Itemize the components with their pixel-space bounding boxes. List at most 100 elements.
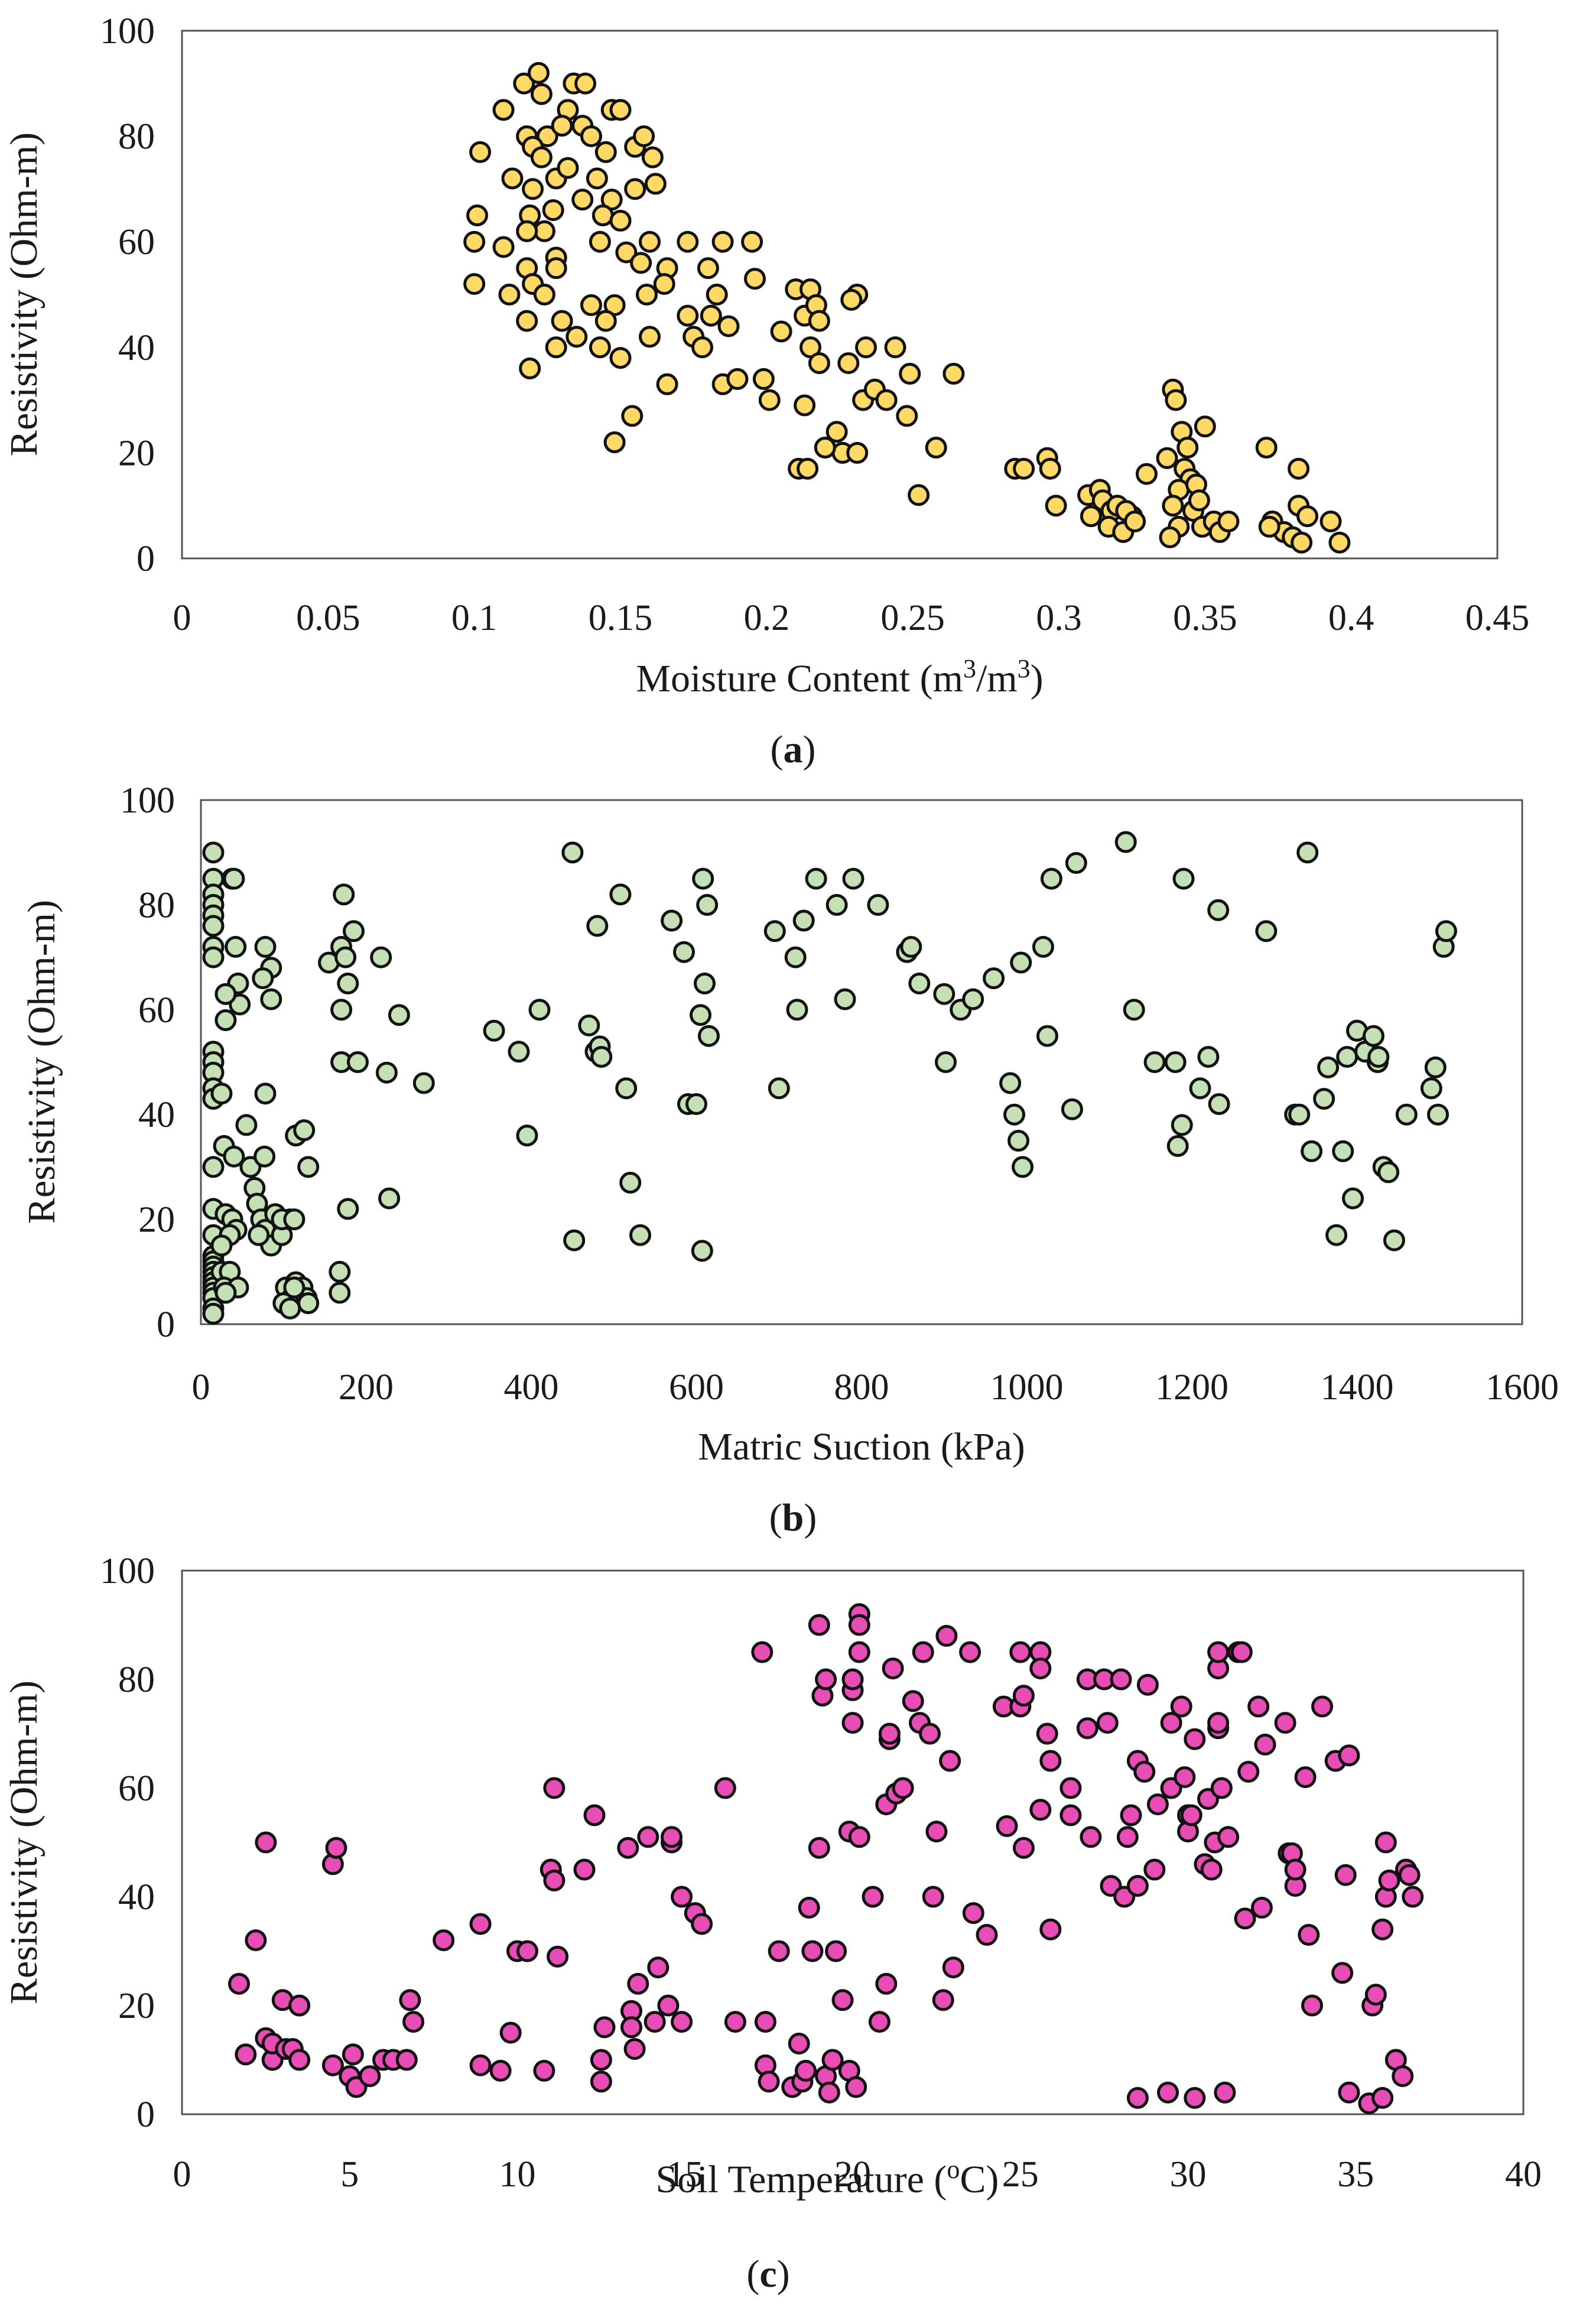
data-point-c-66 xyxy=(795,2059,817,2082)
data-point-a-23 xyxy=(557,157,579,179)
data-point-b-128 xyxy=(842,867,864,890)
data-point-c-111 xyxy=(996,1815,1018,1837)
data-point-b-89 xyxy=(329,1282,351,1304)
x-tick-label-b-7: 1400 xyxy=(1321,1367,1394,1408)
data-point-a-147 xyxy=(1288,457,1310,480)
data-point-b-164 xyxy=(1313,1088,1335,1110)
x-axis-title-a-part2: /m xyxy=(976,657,1018,700)
x-axis-title-c: Soil Temperature (oC) xyxy=(656,2155,999,2202)
data-point-c-88 xyxy=(862,1886,884,1908)
data-point-a-6 xyxy=(574,72,597,95)
data-point-a-153 xyxy=(1320,511,1342,532)
data-point-a-43 xyxy=(639,230,661,253)
y-tick-label-b-2: 40 xyxy=(138,1095,175,1135)
data-point-c-107 xyxy=(959,1641,982,1663)
x-tick-label-c-5: 25 xyxy=(1002,2154,1039,2195)
data-point-b-169 xyxy=(1342,1187,1364,1210)
data-point-c-156 xyxy=(1207,1712,1230,1734)
data-point-a-1 xyxy=(513,72,535,95)
data-point-b-125 xyxy=(805,867,827,890)
x-axis-title-a-sup1: 3 xyxy=(963,654,976,683)
data-point-c-132 xyxy=(1116,1826,1139,1848)
data-point-c-166 xyxy=(1247,1695,1270,1718)
data-point-b-58 xyxy=(260,988,282,1010)
data-point-a-35 xyxy=(466,204,489,226)
data-point-c-180 xyxy=(1334,1864,1357,1886)
data-point-b-150 xyxy=(1143,1051,1166,1073)
data-point-c-33 xyxy=(543,1869,566,1891)
data-point-a-103 xyxy=(925,437,947,459)
data-point-c-49 xyxy=(657,1994,680,2017)
data-point-b-131 xyxy=(900,935,922,958)
data-point-c-160 xyxy=(1214,2081,1236,2104)
x-tick-label-a-9: 0.45 xyxy=(1465,598,1530,638)
data-point-b-81 xyxy=(333,883,355,906)
data-point-b-31 xyxy=(229,993,251,1016)
y-tick-label-a-3: 60 xyxy=(118,222,155,262)
data-point-b-46 xyxy=(214,1282,237,1304)
data-point-c-34 xyxy=(543,1777,566,1799)
data-point-b-98 xyxy=(528,999,551,1021)
data-point-c-82 xyxy=(841,1668,864,1691)
data-point-b-147 xyxy=(1065,851,1087,874)
data-point-c-1 xyxy=(235,2043,257,2066)
data-point-c-67 xyxy=(798,1896,820,1919)
plot-area-c xyxy=(181,1569,1525,2115)
data-point-b-156 xyxy=(1197,1046,1220,1068)
data-point-c-18 xyxy=(359,2065,381,2088)
data-point-b-146 xyxy=(1061,1098,1083,1120)
data-point-c-115 xyxy=(1012,1685,1035,1707)
data-point-c-192 xyxy=(1392,2065,1414,2088)
data-point-a-62 xyxy=(744,268,766,290)
x-axis-title-a-part1: Moisture Content (m xyxy=(636,657,963,700)
data-point-a-74 xyxy=(519,357,541,379)
y-tick-labels-c: 0 20 40 60 80 100 xyxy=(100,1551,155,2135)
data-point-b-142 xyxy=(1010,951,1032,974)
data-point-a-114 xyxy=(1045,495,1067,517)
data-point-b-90 xyxy=(370,946,392,968)
data-point-b-180 xyxy=(1424,1056,1447,1078)
y-tick-label-c-2: 40 xyxy=(118,1877,155,1917)
data-point-a-76 xyxy=(726,368,749,390)
data-point-c-12 xyxy=(321,2054,344,2076)
data-point-b-97 xyxy=(516,1124,538,1147)
data-point-b-106 xyxy=(609,883,632,906)
data-point-b-76 xyxy=(283,1276,306,1299)
data-point-c-10 xyxy=(288,1994,311,2017)
data-point-c-43 xyxy=(620,2016,642,2039)
data-point-b-60 xyxy=(254,1145,276,1168)
data-point-a-60 xyxy=(741,230,763,253)
data-point-a-146 xyxy=(1255,437,1278,459)
data-point-c-130 xyxy=(1110,1668,1132,1691)
data-point-a-3 xyxy=(530,83,552,105)
data-point-a-73 xyxy=(639,326,661,348)
data-point-a-145 xyxy=(1217,511,1240,532)
x-tick-label-c-4: 20 xyxy=(834,2154,871,2195)
data-point-a-122 xyxy=(1135,463,1158,485)
data-point-b-41 xyxy=(210,1234,233,1257)
data-point-a-37 xyxy=(492,236,515,258)
data-point-b-105 xyxy=(590,1046,613,1068)
data-point-a-27 xyxy=(644,173,667,195)
data-point-a-32 xyxy=(609,210,632,232)
scatter-points-c xyxy=(228,1603,1424,2115)
data-point-b-54 xyxy=(248,1224,270,1246)
data-point-a-82 xyxy=(770,320,792,343)
data-point-c-77 xyxy=(831,1989,854,2011)
data-point-c-125 xyxy=(1076,1717,1098,1740)
data-point-c-141 xyxy=(1157,2081,1179,2104)
data-point-c-90 xyxy=(875,1972,898,1995)
data-point-b-138 xyxy=(999,1072,1022,1094)
data-point-a-78 xyxy=(758,389,781,411)
data-point-a-106 xyxy=(846,441,869,464)
data-point-c-74 xyxy=(818,2081,840,2104)
data-point-b-153 xyxy=(1171,1114,1193,1136)
data-point-c-55 xyxy=(691,1913,713,1935)
data-point-c-28 xyxy=(499,2021,522,2044)
data-point-a-18 xyxy=(633,125,655,148)
data-point-c-101 xyxy=(922,1886,944,1908)
data-point-c-61 xyxy=(758,2071,780,2093)
y-tick-label-c-1: 20 xyxy=(118,1986,155,2026)
data-point-b-134 xyxy=(935,1051,957,1073)
x-tick-label-b-4: 800 xyxy=(834,1367,889,1408)
